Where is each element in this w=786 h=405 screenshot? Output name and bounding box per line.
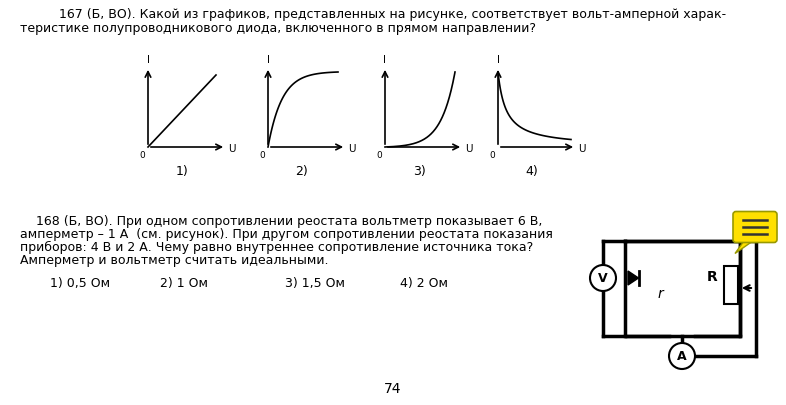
Text: V: V bbox=[598, 272, 608, 285]
Text: амперметр – 1 А  (см. рисунок). При другом сопротивлении реостата показания: амперметр – 1 А (см. рисунок). При друго… bbox=[20, 228, 553, 241]
Polygon shape bbox=[724, 266, 738, 304]
Text: U: U bbox=[578, 144, 586, 153]
Text: 1) 0,5 Ом: 1) 0,5 Ом bbox=[50, 276, 110, 289]
Text: 0: 0 bbox=[376, 151, 382, 160]
Text: Амперметр и вольтметр считать идеальными.: Амперметр и вольтметр считать идеальными… bbox=[20, 254, 329, 266]
Polygon shape bbox=[735, 240, 755, 254]
Text: U: U bbox=[348, 144, 355, 153]
Text: I: I bbox=[146, 55, 149, 65]
Text: I: I bbox=[497, 55, 499, 65]
Text: U: U bbox=[465, 144, 472, 153]
Text: I: I bbox=[384, 55, 387, 65]
Text: 74: 74 bbox=[384, 381, 402, 395]
Text: 0: 0 bbox=[259, 151, 265, 160]
Polygon shape bbox=[628, 271, 638, 285]
Text: 4) 2 Ом: 4) 2 Ом bbox=[400, 276, 448, 289]
Circle shape bbox=[590, 265, 616, 291]
Text: A: A bbox=[678, 350, 687, 362]
Text: 0: 0 bbox=[489, 151, 495, 160]
Text: 2): 2) bbox=[296, 164, 308, 177]
Text: 3) 1,5 Ом: 3) 1,5 Ом bbox=[285, 276, 345, 289]
Text: I: I bbox=[266, 55, 270, 65]
FancyBboxPatch shape bbox=[733, 212, 777, 243]
Text: R: R bbox=[707, 269, 718, 283]
Text: 2) 1 Ом: 2) 1 Ом bbox=[160, 276, 208, 289]
Text: U: U bbox=[228, 144, 236, 153]
Text: 167 (Б, ВО). Какой из графиков, представленных на рисунке, соответствует вольт-а: 167 (Б, ВО). Какой из графиков, представ… bbox=[60, 8, 726, 21]
Text: r: r bbox=[657, 286, 663, 300]
Circle shape bbox=[669, 343, 695, 369]
Text: 3): 3) bbox=[413, 164, 425, 177]
Text: приборов: 4 В и 2 А. Чему равно внутреннее сопротивление источника тока?: приборов: 4 В и 2 А. Чему равно внутренн… bbox=[20, 241, 533, 254]
Text: 1): 1) bbox=[175, 164, 189, 177]
Text: 0: 0 bbox=[139, 151, 145, 160]
Text: теристике полупроводникового диода, включенного в прямом направлении?: теристике полупроводникового диода, вклю… bbox=[20, 22, 536, 35]
Text: 4): 4) bbox=[526, 164, 538, 177]
Text: 168 (Б, ВО). При одном сопротивлении реостата вольтметр показывает 6 В,: 168 (Б, ВО). При одном сопротивлении рео… bbox=[20, 215, 542, 228]
